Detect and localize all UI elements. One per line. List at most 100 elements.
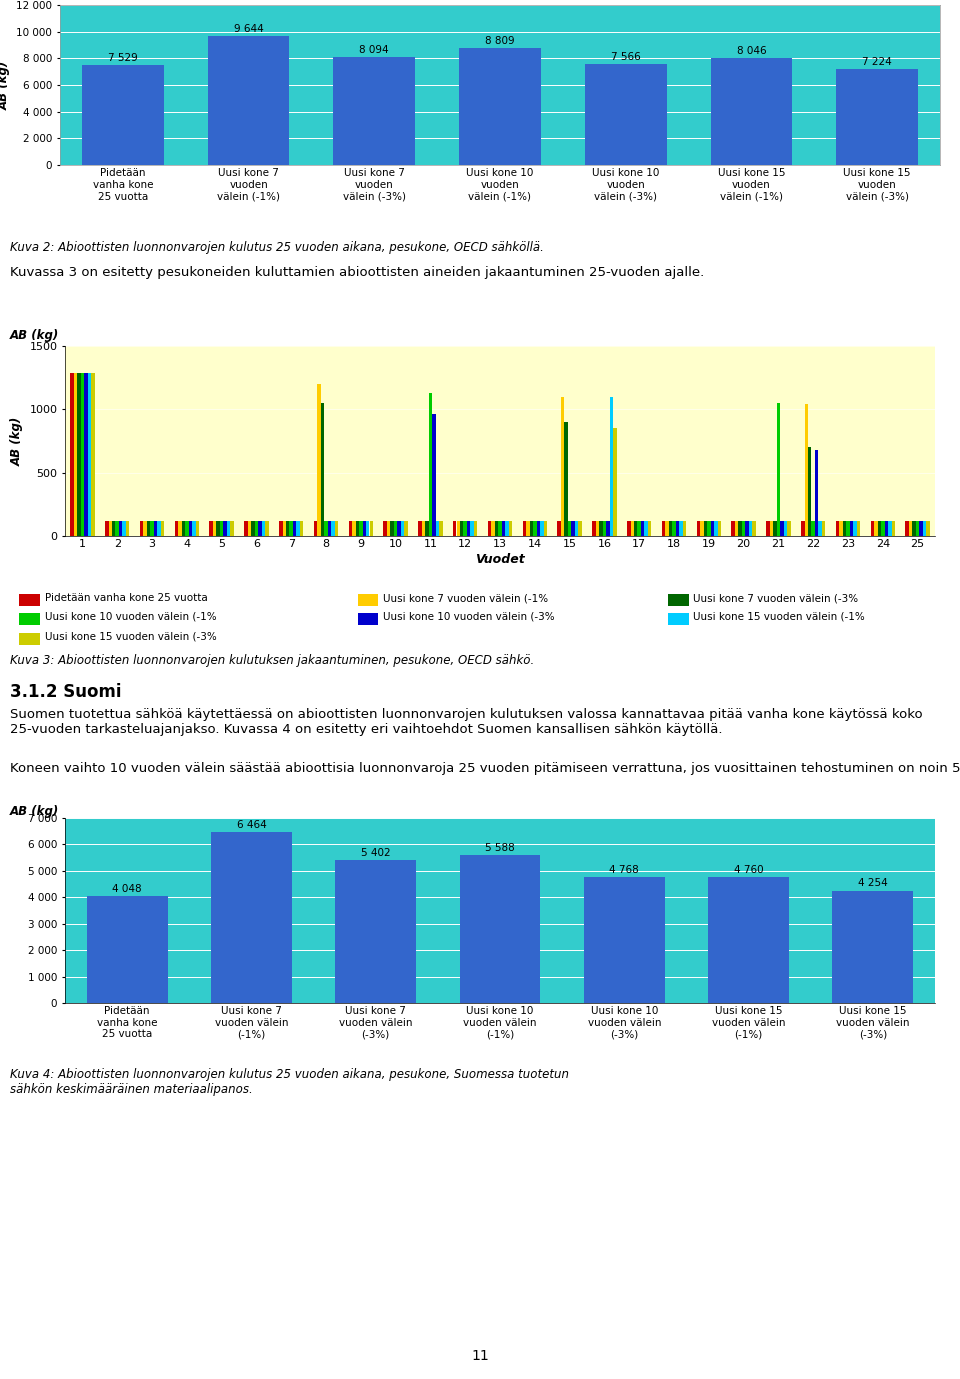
Bar [394,521,397,536]
Bar [404,521,408,536]
Bar [777,403,780,536]
Bar [432,415,436,536]
Bar [877,521,881,536]
Bar [211,832,292,1003]
Bar [599,521,603,536]
Bar [358,614,378,625]
Bar [175,521,179,536]
Bar [596,521,599,536]
Bar [383,521,387,536]
Text: Uusi kone 10
vuoden välein
(-1%): Uusi kone 10 vuoden välein (-1%) [464,1007,537,1040]
Bar [213,521,216,536]
Bar [140,521,143,536]
Bar [81,372,84,536]
Bar [766,521,770,536]
Y-axis label: AB (kg): AB (kg) [11,416,24,466]
Bar [498,521,502,536]
Bar [492,521,494,536]
Bar [151,521,154,536]
Bar [732,521,735,536]
Bar [923,521,926,536]
Bar [822,521,826,536]
Bar [293,521,297,536]
Bar [735,521,738,536]
Bar [258,521,262,536]
Bar [74,372,77,536]
Bar [314,521,318,536]
Bar [697,521,700,536]
Bar [641,521,644,536]
Bar [333,57,415,165]
Bar [637,521,641,536]
Bar [19,614,40,625]
Bar [780,521,783,536]
Bar [749,521,753,536]
Text: Uusi kone 15
vuoden
välein (-1%): Uusi kone 15 vuoden välein (-1%) [718,168,785,201]
Bar [871,521,875,536]
Bar [571,521,575,536]
Bar [627,521,631,536]
Bar [126,521,130,536]
Bar [708,521,710,536]
Bar [70,372,74,536]
Bar [881,521,884,536]
Bar [787,521,791,536]
Bar [613,429,616,536]
Text: AB (kg): AB (kg) [11,805,60,819]
Text: Suomen tuotettua sähköä käytettäessä on abioottisten luonnonvarojen kulutuksen v: Suomen tuotettua sähköä käytettäessä on … [10,707,923,736]
Bar [753,521,756,536]
Bar [324,521,327,536]
Bar [112,521,115,536]
Bar [668,594,688,607]
Text: Uusi kone 7
vuoden välein
(-1%): Uusi kone 7 vuoden välein (-1%) [215,1007,288,1040]
Bar [745,521,749,536]
Bar [87,372,91,536]
Bar [832,891,913,1003]
Bar [540,521,543,536]
Bar [331,521,335,536]
Bar [770,521,773,536]
Bar [631,521,634,536]
Bar [467,521,470,536]
Bar [157,521,160,536]
Bar [634,521,637,536]
Bar [811,521,815,536]
Bar [464,521,467,536]
Y-axis label: AB (kg): AB (kg) [0,61,11,109]
Bar [606,521,610,536]
Bar [421,521,425,536]
Text: Pidetään vanha kone 25 vuotta: Pidetään vanha kone 25 vuotta [45,593,207,603]
Text: 4 254: 4 254 [858,878,888,888]
Bar [143,521,147,536]
Bar [391,521,394,536]
Bar [77,372,81,536]
Bar [610,397,613,536]
Bar [680,521,683,536]
Bar [439,521,443,536]
Text: Uusi kone 10
vuoden välein
(-3%): Uusi kone 10 vuoden välein (-3%) [588,1007,661,1040]
Bar [533,521,537,536]
Bar [355,521,359,536]
Bar [160,521,164,536]
Bar [387,521,391,536]
Bar [543,521,547,536]
Bar [884,521,888,536]
Bar [181,521,185,536]
Bar [366,521,370,536]
Bar [708,877,789,1003]
Bar [502,521,505,536]
Text: 7 529: 7 529 [108,52,137,62]
Text: Uusi kone 7
vuoden
välein (-1%): Uusi kone 7 vuoden välein (-1%) [217,168,280,201]
Bar [603,521,606,536]
Text: Uusi kone 7
vuoden välein
(-3%): Uusi kone 7 vuoden välein (-3%) [339,1007,413,1040]
Text: Uusi kone 7 vuoden välein (-1%: Uusi kone 7 vuoden välein (-1% [383,593,548,603]
Bar [584,877,664,1003]
Bar [254,521,258,536]
Bar [668,614,688,625]
Bar [558,521,561,536]
Bar [836,521,839,536]
Bar [335,860,416,1003]
Bar [704,521,708,536]
Text: 4 768: 4 768 [610,865,639,874]
Bar [19,633,40,645]
